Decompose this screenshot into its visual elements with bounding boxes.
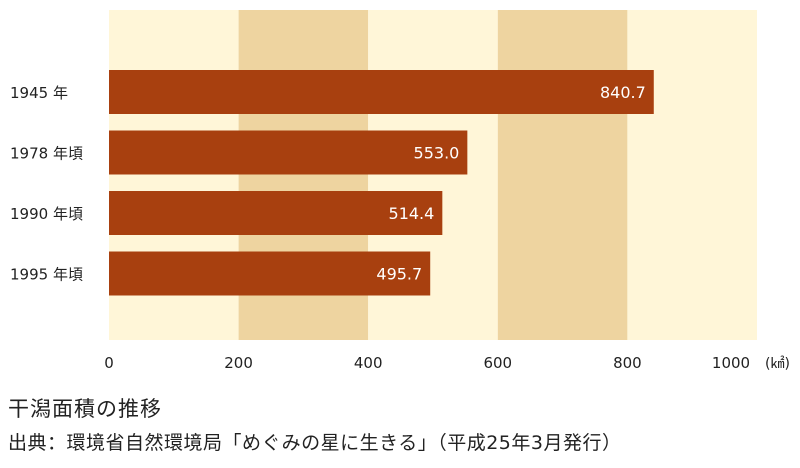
x-tick-label-5: 1000 — [712, 354, 750, 372]
x-axis-unit: (㎢) — [765, 356, 790, 372]
bar-3 — [109, 251, 431, 296]
chart-source: 出典：環境省自然環境局「めぐみの星に生きる」（平成25年3月発行） — [8, 432, 622, 454]
x-axis-ticks: 0 200 400 600 800 1000 (㎢) — [104, 354, 790, 372]
background-bands — [109, 10, 757, 340]
category-label-1: 1978 年頃 — [10, 145, 83, 163]
x-tick-label-4: 800 — [613, 354, 642, 372]
bar-1 — [109, 130, 468, 175]
x-tick-label-2: 400 — [354, 354, 383, 372]
bar-0 — [109, 70, 654, 114]
bar-value-label-0: 840.7 — [600, 83, 646, 102]
x-tick-label-3: 600 — [483, 354, 512, 372]
bar-2 — [109, 191, 443, 235]
category-label-2: 1990 年頃 — [10, 205, 83, 223]
band-4 — [627, 10, 757, 340]
category-label-3: 1995 年頃 — [10, 266, 83, 284]
chart-title: 干潟面積の推移 — [8, 397, 162, 421]
bar-value-label-3: 495.7 — [376, 265, 422, 284]
x-tick-label-1: 200 — [224, 354, 253, 372]
bar-value-label-1: 553.0 — [414, 144, 460, 163]
band-3 — [497, 10, 628, 340]
category-labels: 1945 年 1978 年頃 1990 年頃 1995 年頃 — [10, 84, 83, 284]
category-label-0: 1945 年 — [10, 84, 68, 102]
bar-chart: 840.7 553.0 514.4 495.7 1945 年 1978 年頃 1990 年… — [10, 10, 790, 372]
bars-group: 840.7 553.0 514.4 495.7 — [109, 70, 654, 296]
x-tick-label-0: 0 — [104, 354, 114, 372]
bar-value-label-2: 514.4 — [389, 204, 435, 223]
